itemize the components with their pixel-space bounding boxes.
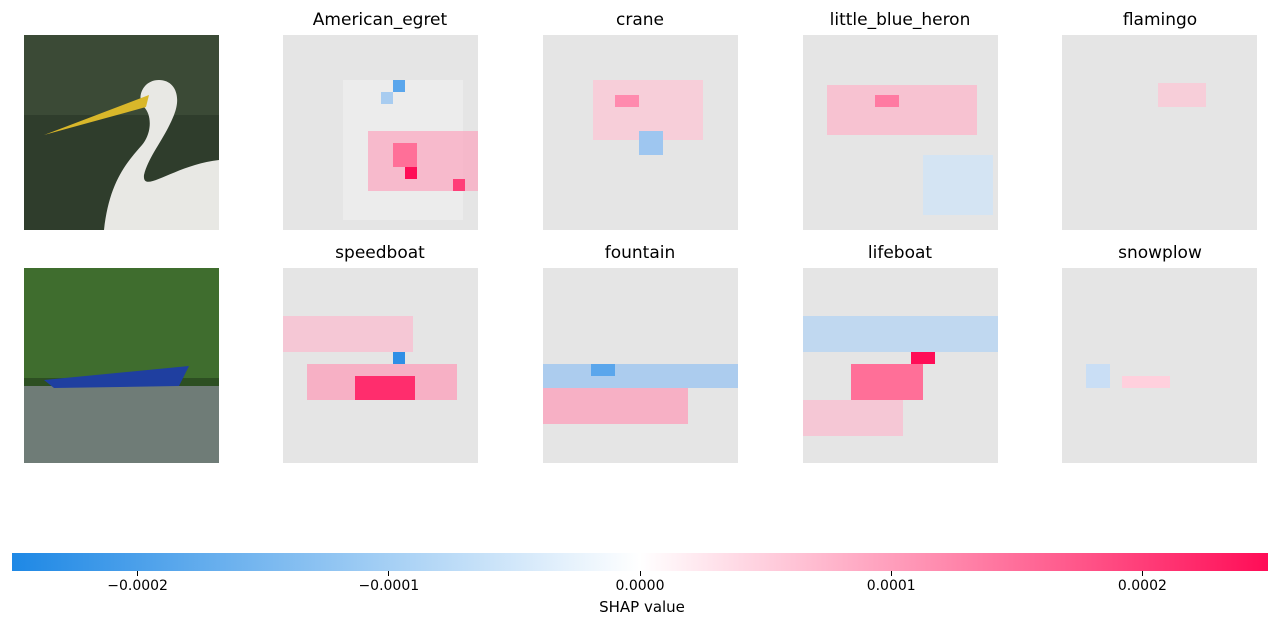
label-row1-1: American_egret (312, 10, 448, 30)
heatmap-grid (543, 35, 738, 230)
heatmap-grid (283, 268, 478, 463)
colorbar-tick-label: 0.0001 (866, 578, 916, 594)
heatmap-grid (1062, 268, 1257, 463)
colorbar-tick-mark (388, 571, 390, 576)
speedboat-photo (24, 268, 219, 463)
colorbar-tick-label: 0.0002 (1117, 578, 1167, 594)
colorbar-label: SHAP value (599, 598, 685, 616)
colorbar-tick-label: 0.0000 (615, 578, 665, 594)
shap-map-row1-3 (803, 35, 998, 230)
colorbar-tick-mark (639, 571, 641, 576)
colorbar-tick-label: −0.0001 (358, 578, 420, 594)
shap-map-row2-3 (803, 268, 998, 463)
colorbar-tick-mark (137, 571, 139, 576)
label-row1-3: little_blue_heron (829, 10, 971, 30)
shap-map-row1-2 (543, 35, 738, 230)
heatmap-grid (1062, 35, 1257, 230)
label-row1-4: flamingo (1122, 10, 1198, 30)
original-image-egret (24, 35, 219, 230)
heatmap-grid (543, 268, 738, 463)
shap-map-row1-4 (1062, 35, 1257, 230)
colorbar (12, 553, 1268, 571)
original-image-speedboat (24, 268, 219, 463)
heatmap-grid (803, 35, 998, 230)
label-row2-4: snowplow (1118, 243, 1202, 263)
colorbar-tick-mark (1141, 571, 1143, 576)
shap-map-row2-1 (283, 268, 478, 463)
heatmap-grid (803, 268, 998, 463)
colorbar-tick-mark (890, 571, 892, 576)
label-row2-1: speedboat (335, 243, 425, 263)
shap-map-row1-1 (283, 35, 478, 230)
heatmap-grid (283, 35, 478, 230)
shap-map-row2-4 (1062, 268, 1257, 463)
egret-photo (24, 35, 219, 230)
shap-map-row2-2 (543, 268, 738, 463)
label-row1-2: crane (616, 10, 664, 30)
colorbar-tick-label: −0.0002 (107, 578, 168, 594)
label-row2-3: lifeboat (867, 243, 933, 263)
label-row2-2: fountain (604, 243, 676, 263)
